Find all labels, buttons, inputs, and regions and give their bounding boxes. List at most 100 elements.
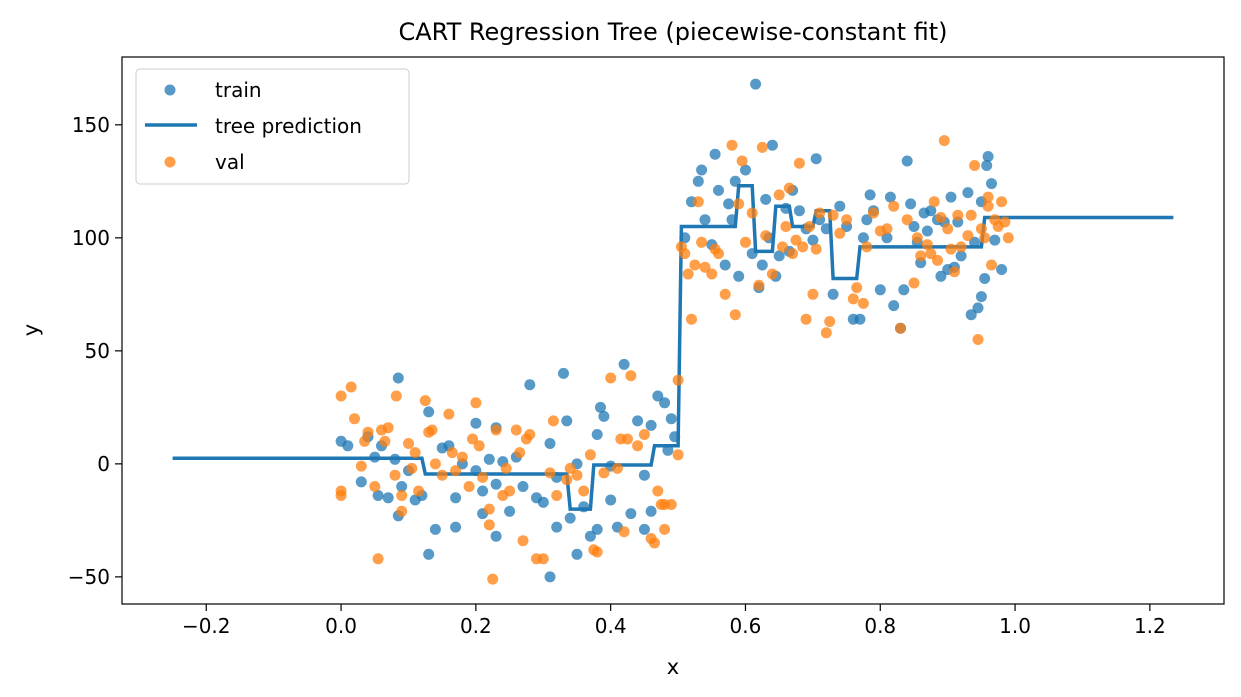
train-point (699, 214, 711, 226)
val-point (965, 209, 977, 221)
val-point (632, 440, 644, 452)
train-point (558, 367, 569, 379)
train-point (618, 358, 630, 370)
train-point (756, 259, 768, 271)
train-point (450, 492, 462, 504)
val-point (783, 182, 795, 194)
train-point (874, 284, 886, 296)
val-point (706, 268, 718, 280)
val-point (820, 327, 832, 339)
val-point (446, 447, 458, 459)
val-point (379, 435, 391, 447)
train-point (989, 234, 1001, 246)
val-point (571, 469, 583, 481)
val-point (841, 214, 853, 226)
y-tick-label: 100 (72, 226, 110, 250)
val-point (729, 309, 741, 321)
x-tick-label: 0.8 (864, 614, 896, 638)
val-point (733, 198, 745, 210)
train-point (665, 413, 677, 425)
x-tick-label: 1.2 (1134, 614, 1166, 638)
val-point (396, 490, 408, 501)
train-point (638, 469, 650, 481)
val-point (948, 266, 960, 278)
val-point (736, 155, 748, 167)
val-point (611, 462, 623, 474)
train-point (524, 379, 536, 391)
val-point (938, 135, 950, 147)
val-point (911, 232, 923, 244)
val-point (578, 485, 590, 497)
val-point (649, 537, 660, 549)
train-point (638, 523, 650, 535)
x-tick-label: 0.6 (730, 614, 762, 638)
val-point (450, 465, 462, 477)
y-tick-label: −50 (68, 565, 110, 589)
val-point (349, 413, 360, 425)
train-point (605, 494, 617, 506)
x-tick-label: 0.0 (325, 614, 357, 638)
val-point (773, 189, 785, 201)
val-point (787, 248, 799, 260)
val-point (345, 381, 357, 393)
train-point (807, 234, 819, 246)
train-point (429, 523, 441, 535)
train-point (962, 187, 974, 199)
legend-label-tree-prediction: tree prediction (215, 114, 362, 138)
val-point (659, 523, 671, 535)
val-point (672, 449, 684, 461)
val-point (790, 234, 802, 246)
train-point (861, 214, 873, 226)
train-point (975, 291, 987, 303)
x-axis-label: x (667, 655, 679, 679)
val-point (814, 207, 826, 219)
val-point (335, 390, 347, 402)
train-point (713, 184, 724, 196)
val-point (746, 207, 758, 219)
val-point (672, 374, 684, 386)
val-point (868, 207, 879, 219)
val-point (713, 248, 724, 260)
y-tick-label: 50 (85, 339, 110, 363)
val-point (935, 212, 947, 223)
train-point (750, 78, 762, 90)
val-point (932, 254, 943, 266)
train-point (945, 191, 957, 203)
val-point (382, 422, 394, 434)
val-point (719, 288, 731, 300)
val-point (524, 429, 536, 440)
val-point (443, 408, 455, 420)
chart-title: CART Regression Tree (piecewise-constant… (399, 18, 948, 46)
train-point (372, 490, 384, 501)
val-point (652, 485, 664, 497)
val-point (419, 395, 431, 407)
train-point (423, 406, 435, 418)
val-point (999, 216, 1011, 228)
train-point (888, 300, 900, 312)
train-point (901, 155, 913, 167)
train-point (392, 372, 404, 384)
val-point (665, 499, 677, 510)
val-point (982, 191, 994, 203)
val-point (807, 288, 819, 300)
val-point (895, 322, 906, 334)
val-point (777, 241, 788, 253)
val-point (514, 447, 526, 459)
train-point (551, 521, 563, 533)
train-point (793, 205, 805, 217)
val-point (756, 141, 768, 153)
train-point (517, 481, 529, 492)
val-point (413, 485, 425, 497)
val-point (810, 243, 822, 255)
val-point (800, 313, 812, 325)
val-point (834, 227, 846, 239)
train-point (884, 191, 896, 203)
train-point (979, 273, 991, 284)
val-point (824, 316, 836, 327)
val-point (605, 372, 617, 384)
val-point (969, 160, 981, 171)
train-point (905, 198, 917, 210)
train-point (591, 523, 603, 535)
train-point (571, 548, 583, 560)
val-point (766, 268, 778, 280)
